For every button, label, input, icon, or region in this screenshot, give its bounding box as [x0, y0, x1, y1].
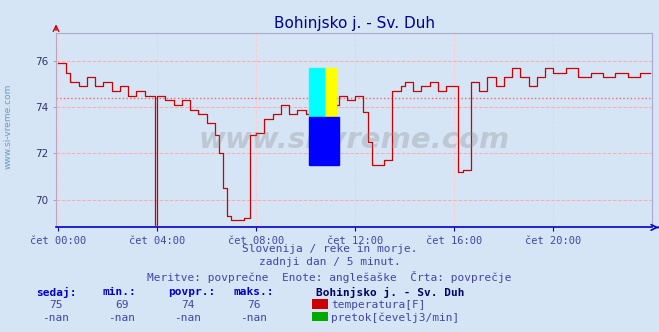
- Text: povpr.:: povpr.:: [168, 287, 215, 297]
- Text: Meritve: povprečne  Enote: anglešaške  Črta: povprečje: Meritve: povprečne Enote: anglešaške Črt…: [147, 271, 512, 283]
- Text: www.si-vreme.com: www.si-vreme.com: [198, 126, 510, 154]
- Text: www.si-vreme.com: www.si-vreme.com: [3, 83, 13, 169]
- Text: 76: 76: [247, 300, 260, 310]
- Text: maks.:: maks.:: [234, 287, 274, 297]
- Bar: [310, 68, 324, 117]
- Text: -nan: -nan: [241, 313, 267, 323]
- Text: pretok[čevelj3/min]: pretok[čevelj3/min]: [331, 313, 460, 323]
- Bar: [310, 117, 339, 165]
- Text: -nan: -nan: [109, 313, 135, 323]
- Text: sedaj:: sedaj:: [36, 287, 76, 298]
- Text: min.:: min.:: [102, 287, 136, 297]
- Text: Slovenija / reke in morje.: Slovenija / reke in morje.: [242, 244, 417, 254]
- Bar: [322, 68, 336, 117]
- Text: temperatura[F]: temperatura[F]: [331, 300, 426, 310]
- Text: zadnji dan / 5 minut.: zadnji dan / 5 minut.: [258, 257, 401, 267]
- Text: 75: 75: [49, 300, 63, 310]
- Text: 69: 69: [115, 300, 129, 310]
- Title: Bohinjsko j. - Sv. Duh: Bohinjsko j. - Sv. Duh: [273, 16, 435, 31]
- Text: 74: 74: [181, 300, 194, 310]
- Text: -nan: -nan: [43, 313, 69, 323]
- Text: Bohinjsko j. - Sv. Duh: Bohinjsko j. - Sv. Duh: [316, 287, 465, 298]
- Text: -nan: -nan: [175, 313, 201, 323]
